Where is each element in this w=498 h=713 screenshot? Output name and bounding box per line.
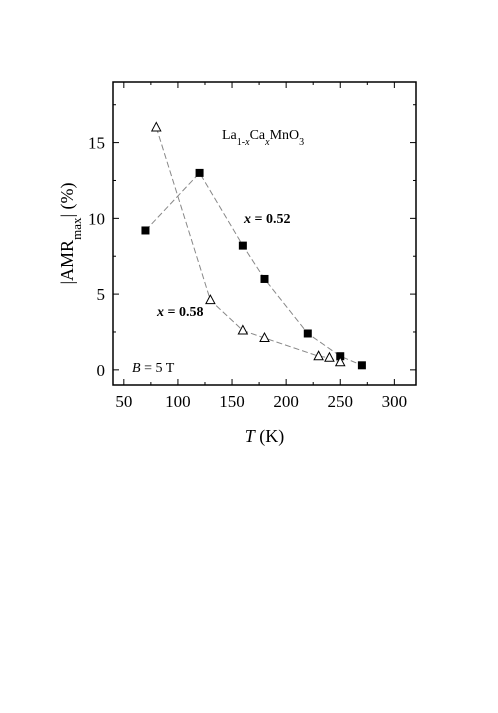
x-tick-label: 50: [115, 392, 132, 411]
x-axis-label: T (K): [245, 426, 285, 447]
formula-annotation: La1-xCaxMnO3: [222, 128, 304, 148]
series-line-1: [155, 127, 341, 363]
data-point-x052: [238, 241, 247, 250]
data-point-x052: [303, 329, 312, 338]
data-point-x058: [324, 351, 335, 362]
data-point-x052: [357, 361, 366, 370]
data-markers: [141, 121, 366, 370]
data-point-x058: [205, 294, 216, 305]
data-point-x058: [334, 356, 346, 367]
axis-tick-labels: 50 100 150 200 250 300 0 5 10 15: [88, 134, 407, 411]
y-axis-label: |AMRmax| (%): [57, 182, 84, 284]
x-tick-label: 250: [328, 392, 354, 411]
y-tick-label: 15: [88, 134, 105, 153]
data-point-x058: [313, 350, 324, 361]
plot-frame: [112, 81, 417, 386]
data-point-x052: [195, 168, 204, 177]
x-tick-label: 150: [219, 392, 245, 411]
y-tick-label: 0: [97, 361, 106, 380]
y-tick-label: 5: [97, 285, 106, 304]
data-point-x052: [260, 274, 269, 283]
data-point-x058: [237, 324, 249, 335]
field-annotation: B = 5 T: [132, 361, 175, 376]
axis-ticks: [113, 82, 416, 385]
series-label-x052: x = 0.52: [243, 212, 290, 227]
series-line-0: [145, 172, 363, 366]
data-point-x052: [141, 226, 150, 235]
x-tick-label: 100: [165, 392, 191, 411]
x-tick-label: 300: [382, 392, 408, 411]
series-label-x058: x = 0.58: [156, 305, 203, 320]
x-tick-label: 200: [273, 392, 299, 411]
y-tick-label: 10: [88, 209, 105, 228]
data-point-x058: [259, 331, 270, 343]
data-point-x058: [150, 121, 162, 132]
series-lines: [145, 127, 363, 366]
